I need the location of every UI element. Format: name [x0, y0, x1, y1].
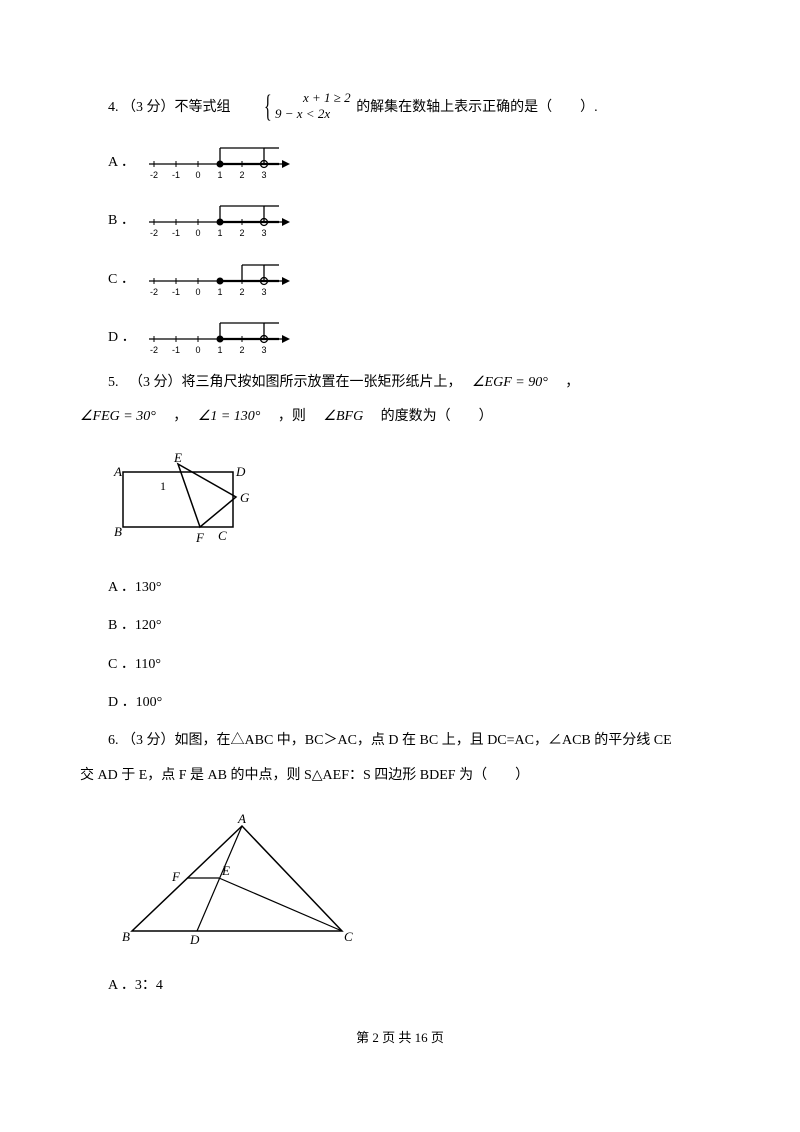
q5-l2b: ，: [159, 409, 194, 424]
q4-option-label-0: A ．: [108, 152, 136, 174]
svg-text:-1: -1: [172, 228, 180, 238]
svg-text:1: 1: [217, 345, 222, 355]
q5-line1: 5. （3 分）将三角尺按如图所示放置在一张矩形纸片上， ∠EGF = 90° …: [80, 372, 720, 394]
svg-text:3: 3: [261, 287, 266, 297]
q4-option-0: A ． -2 -1 0 1 2 3: [108, 138, 720, 188]
svg-text:2: 2: [239, 345, 244, 355]
q6-diagram: A B C D E F: [122, 811, 720, 959]
q5-label-G: G: [240, 490, 250, 505]
q5-option-3: D ．100°: [108, 692, 720, 714]
q4-sys-line1: x + 1 ≥ 2: [303, 90, 351, 105]
svg-text:1: 1: [217, 228, 222, 238]
q5-label-A: A: [113, 464, 122, 479]
number-line-diagram: -2 -1 0 1 2 3: [144, 138, 294, 188]
svg-text:-2: -2: [150, 287, 158, 297]
svg-text:0: 0: [195, 228, 200, 238]
q6-option-0: A ．3：4: [108, 975, 720, 997]
q5-option-2: C ．110°: [108, 654, 720, 676]
q4-system: x + 1 ≥ 2 9 − x < 2x: [236, 90, 351, 126]
q5-line2: ∠FEG = 30° ， ∠1 = 130° ，则 ∠BFG 的度数为（ ）: [80, 406, 720, 428]
q5-label-one: 1: [160, 479, 166, 493]
q4-option-label-1: B ．: [108, 210, 136, 232]
q4-option-2: C ． -2 -1 0 1 2 3: [108, 255, 720, 305]
svg-text:2: 2: [239, 228, 244, 238]
q4-option-3: D ． -2 -1 0 1 2 3: [108, 313, 720, 363]
svg-text:0: 0: [195, 287, 200, 297]
q5-l2a: ∠FEG = 30°: [80, 409, 156, 424]
svg-text:-2: -2: [150, 170, 158, 180]
q5-option-1: B ．120°: [108, 615, 720, 637]
svg-text:2: 2: [239, 287, 244, 297]
q6-line1: 6. （3 分）如图，在△ABC 中，BC＞AC，点 D 在 BC 上，且 DC…: [80, 730, 720, 752]
q6-label-B: B: [122, 929, 130, 944]
number-line-diagram: -2 -1 0 1 2 3: [144, 196, 294, 246]
q5-option-0: A ．130°: [108, 577, 720, 599]
svg-text:3: 3: [261, 228, 266, 238]
q6-label-E: E: [221, 863, 230, 878]
q5-label-E: E: [173, 452, 182, 465]
number-line-diagram: -2 -1 0 1 2 3: [144, 313, 294, 363]
svg-text:0: 0: [195, 345, 200, 355]
page-content: 4. （3 分）不等式组 x + 1 ≥ 2 9 − x < 2x 的解集在数轴…: [0, 0, 800, 1079]
q5-label-D: D: [235, 464, 246, 479]
svg-text:0: 0: [195, 170, 200, 180]
q5-label-B: B: [114, 524, 122, 539]
q4-option-label-2: C ．: [108, 269, 136, 291]
q4-option-1: B ． -2 -1 0 1 2 3: [108, 196, 720, 246]
svg-text:-2: -2: [150, 228, 158, 238]
q5-l2c: ∠1 = 130°: [198, 409, 261, 424]
svg-text:2: 2: [239, 170, 244, 180]
q5-l2e: ∠BFG: [323, 409, 363, 424]
q5-label-C: C: [218, 528, 227, 543]
q5-l2d: ，则: [264, 409, 320, 424]
q6-line2: 交 AD 于 E，点 F 是 AB 的中点，则 S△AEF：S 四边形 BDEF…: [80, 765, 720, 787]
number-line-diagram: -2 -1 0 1 2 3: [144, 255, 294, 305]
q4-prefix: 4. （3 分）不等式组: [108, 100, 231, 115]
q6-label-D: D: [189, 932, 200, 947]
q4-stem: 4. （3 分）不等式组 x + 1 ≥ 2 9 − x < 2x 的解集在数轴…: [80, 90, 720, 126]
q6-label-F: F: [171, 869, 181, 884]
svg-text:3: 3: [261, 170, 266, 180]
svg-text:-1: -1: [172, 170, 180, 180]
q5-l1b: ∠EGF = 90°: [472, 375, 548, 390]
svg-text:3: 3: [261, 345, 266, 355]
q4-suffix: 的解集在数轴上表示正确的是（ ）.: [356, 100, 598, 115]
q4-sys-line2: 9 − x < 2x: [275, 106, 330, 121]
q5-label-F: F: [195, 530, 205, 545]
svg-text:-1: -1: [172, 287, 180, 297]
svg-text:1: 1: [217, 287, 222, 297]
svg-text:-2: -2: [150, 345, 158, 355]
q6-label-C: C: [344, 929, 353, 944]
page-footer: 第 2 页 共 16 页: [80, 1028, 720, 1049]
q5-l2f: 的度数为（ ）: [367, 409, 493, 424]
q5-l1c: ，: [551, 375, 579, 390]
q6-label-A: A: [237, 811, 246, 826]
svg-text:-1: -1: [172, 345, 180, 355]
svg-text:1: 1: [217, 170, 222, 180]
q4-option-label-3: D ．: [108, 327, 136, 349]
q5-l1a: 5. （3 分）将三角尺按如图所示放置在一张矩形纸片上，: [108, 375, 469, 390]
q5-diagram: A B D C E F G 1: [108, 452, 720, 560]
